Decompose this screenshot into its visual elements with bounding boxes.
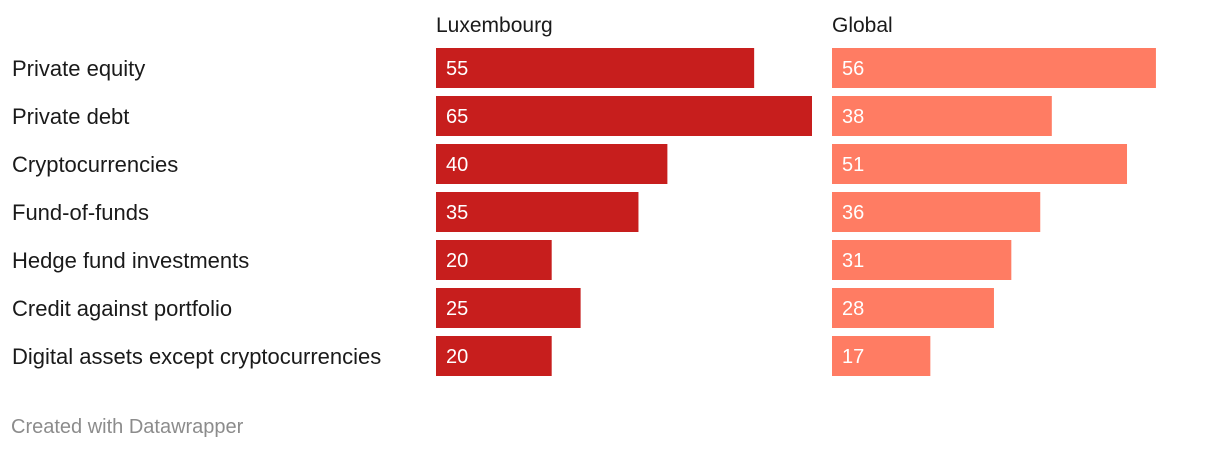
bar-luxembourg-hedge-fund-investments: [436, 240, 552, 280]
bar-global-private-equity: [832, 48, 1156, 88]
panel-title-luxembourg: Luxembourg: [436, 14, 553, 37]
value-label-luxembourg-hedge-fund-investments: 20: [446, 250, 468, 272]
bar-global-credit-against-portfolio: [832, 288, 994, 328]
value-label-global-cryptocurrencies: 51: [842, 154, 864, 176]
value-label-luxembourg-cryptocurrencies: 40: [446, 154, 468, 176]
bar-luxembourg-private-equity: [436, 48, 755, 88]
value-label-global-digital-assets-except-cryptocurrencies: 17: [842, 346, 864, 368]
value-label-global-hedge-fund-investments: 31: [842, 250, 864, 272]
bar-luxembourg-credit-against-portfolio: [436, 288, 581, 328]
datawrapper-credit: Created with Datawrapper: [11, 416, 244, 438]
value-label-luxembourg-private-debt: 65: [446, 106, 468, 128]
category-label-private-equity: Private equity: [12, 56, 145, 81]
value-label-global-private-equity: 56: [842, 58, 864, 80]
value-label-luxembourg-digital-assets-except-cryptocurrencies: 20: [446, 346, 468, 368]
category-label-credit-against-portfolio: Credit against portfolio: [12, 296, 232, 321]
bar-luxembourg-cryptocurrencies: [436, 144, 668, 184]
value-label-global-fund-of-funds: 36: [842, 202, 864, 224]
category-label-digital-assets-except-cryptocurrencies: Digital assets except cryptocurrencies: [12, 344, 381, 369]
value-label-global-credit-against-portfolio: 28: [842, 298, 864, 320]
bar-global-cryptocurrencies: [832, 144, 1128, 184]
value-label-luxembourg-credit-against-portfolio: 25: [446, 298, 468, 320]
bar-global-digital-assets-except-cryptocurrencies: [832, 336, 931, 376]
value-label-luxembourg-fund-of-funds: 35: [446, 202, 468, 224]
value-label-luxembourg-private-equity: 55: [446, 58, 468, 80]
bar-global-hedge-fund-investments: [832, 240, 1012, 280]
category-label-hedge-fund-investments: Hedge fund investments: [12, 248, 249, 273]
bar-global-fund-of-funds: [832, 192, 1041, 232]
bar-luxembourg-digital-assets-except-cryptocurrencies: [436, 336, 552, 376]
bar-luxembourg-fund-of-funds: [436, 192, 639, 232]
category-label-cryptocurrencies: Cryptocurrencies: [12, 152, 178, 177]
bar-global-private-debt: [832, 96, 1052, 136]
panel-title-global: Global: [832, 14, 893, 37]
value-label-global-private-debt: 38: [842, 106, 864, 128]
category-label-private-debt: Private debt: [12, 104, 129, 129]
category-label-fund-of-funds: Fund-of-funds: [12, 200, 149, 225]
bar-luxembourg-private-debt: [436, 96, 812, 136]
